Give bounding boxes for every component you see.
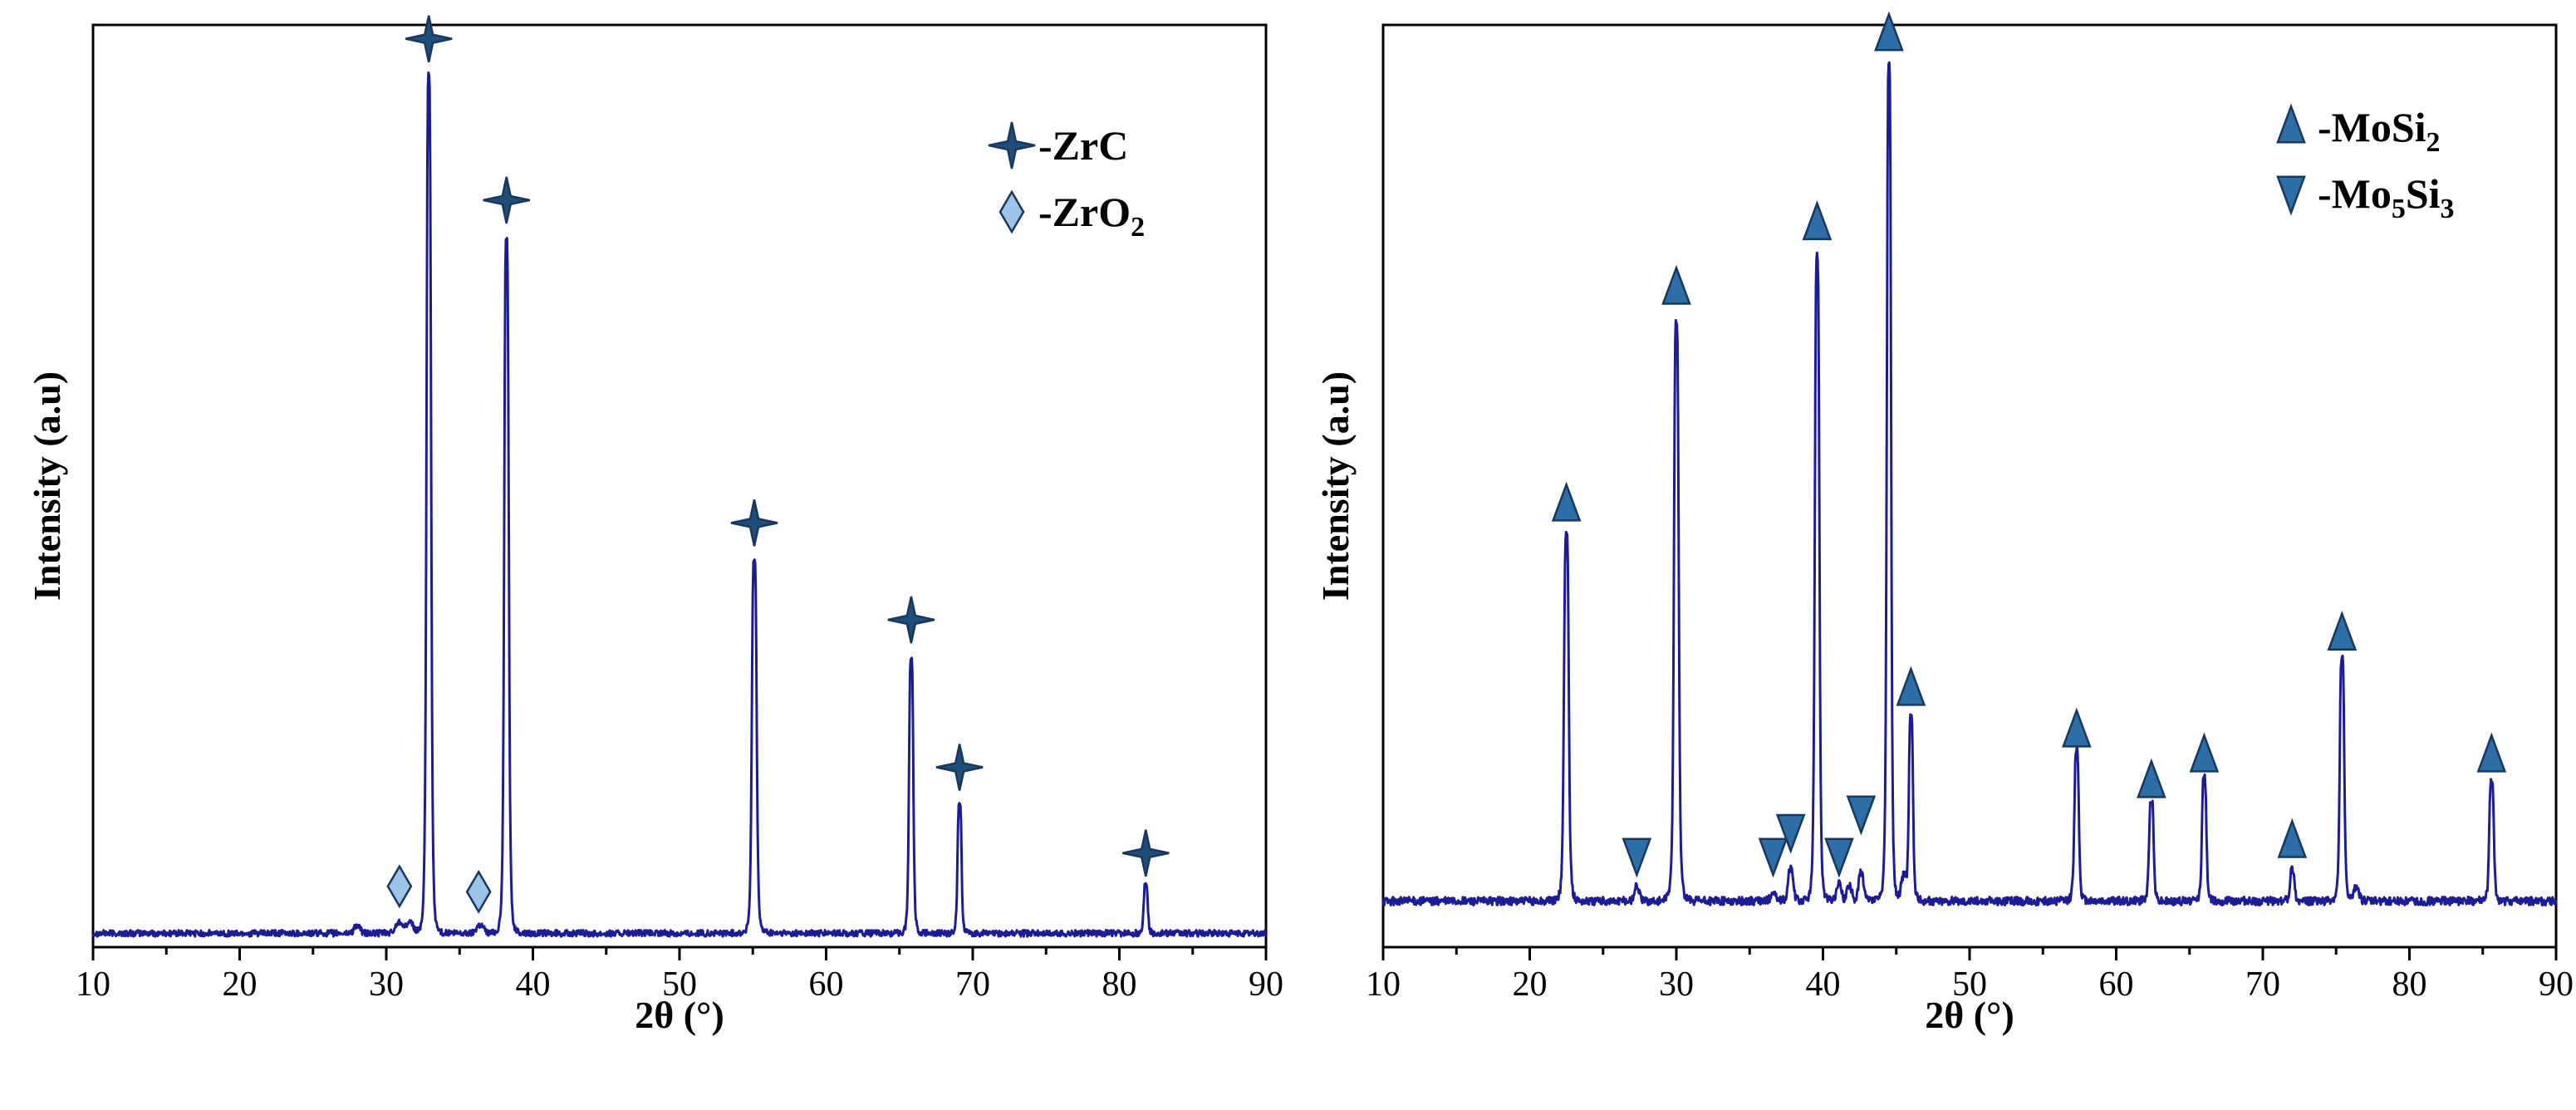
x-tick-label: 40	[1806, 965, 1841, 1004]
legend-triangle-down-icon	[2276, 175, 2306, 216]
left-xrd-trace	[91, 71, 1268, 938]
x-tick-label: 80	[1102, 965, 1137, 1004]
legend-star-icon	[988, 121, 1036, 169]
right-plot-frame	[1381, 23, 2558, 949]
x-tick-label: 40	[516, 965, 551, 1004]
left-x-ticks	[91, 947, 1268, 960]
right-peak-markers	[1551, 11, 2507, 878]
legend-triangle-up-icon	[2276, 103, 2306, 144]
legend-triangle-up-icon	[2276, 103, 2306, 144]
peak-marker-zrc	[405, 15, 453, 62]
peak-marker-zrc	[887, 596, 935, 644]
peak-marker-mo5si3	[1824, 837, 1854, 878]
x-tick-label: 90	[1249, 965, 1283, 1004]
legend-triangle-down-icon	[2276, 175, 2306, 216]
right-legend: -MoSi2 -Mo5Si3	[2276, 103, 2455, 224]
x-tick-label: 90	[2539, 965, 2574, 1004]
x-tick-label: 20	[1513, 965, 1548, 1004]
legend-label-mosi2: -MoSi2	[2318, 104, 2441, 158]
peak-marker-mo5si3	[1622, 837, 1652, 878]
peak-marker-mosi2	[2062, 707, 2092, 748]
left-x-axis-label: 2θ (°)	[635, 994, 724, 1036]
x-tick-label: 50	[1952, 965, 1987, 1004]
peak-marker-zro2	[465, 869, 492, 914]
x-tick-label: 10	[1366, 965, 1401, 1004]
legend-diamond-icon	[999, 189, 1025, 234]
x-tick-label: 50	[662, 965, 697, 1004]
left-x-tick-labels: 10 20 30 40 50 60 70 80 90	[76, 965, 1283, 1004]
peak-marker-mosi2	[2137, 758, 2166, 798]
legend-diamond-icon	[999, 189, 1025, 234]
right-x-axis-label: 2θ (°)	[1925, 994, 2014, 1036]
peak-marker-mosi2	[2277, 818, 2308, 858]
legend-label-zrc: -ZrC	[1038, 122, 1128, 169]
peak-marker-zrc	[1122, 829, 1170, 877]
right-y-axis-label: Intensity (a.u)	[1314, 371, 1357, 601]
peak-marker-zrc	[483, 176, 530, 224]
peak-marker-mosi2	[1874, 11, 1904, 52]
x-tick-label: 30	[1659, 965, 1694, 1004]
peak-marker-mosi2	[1896, 666, 1926, 706]
left-peak-markers	[386, 15, 1170, 914]
x-tick-label: 80	[2392, 965, 2427, 1004]
peak-marker-mosi2	[1661, 264, 1691, 305]
right-xrd-trace	[1381, 61, 2558, 906]
peak-marker-zrc	[730, 499, 778, 547]
peak-marker-mosi2	[1802, 200, 1833, 241]
x-tick-label: 70	[955, 965, 990, 1004]
right-x-ticks	[1381, 947, 2558, 960]
left-legend: -ZrC -ZrO2	[988, 121, 1145, 243]
x-tick-label: 60	[2099, 965, 2134, 1004]
x-tick-label: 20	[223, 965, 258, 1004]
peak-marker-mo5si3	[1846, 795, 1877, 836]
x-tick-label: 70	[2245, 965, 2280, 1004]
peak-marker-zrc	[935, 744, 984, 791]
peak-marker-zro2	[386, 864, 413, 909]
peak-marker-mosi2	[2476, 732, 2507, 773]
right-x-tick-labels: 10 20 30 40 50 60 70 80 90	[1366, 965, 2574, 1004]
peak-marker-mosi2	[2327, 611, 2358, 651]
left-y-axis-label: Intensity (a.u)	[26, 371, 68, 601]
peak-marker-mo5si3	[1775, 813, 1806, 854]
peak-marker-mosi2	[1551, 481, 1582, 522]
x-tick-label: 30	[369, 965, 404, 1004]
right-chart-panel: 10 20 30 40 50 60 70 80 90 2θ (°) Intensity (a.u…	[1314, 11, 2574, 1036]
legend-label-zro2: -ZrO2	[1038, 189, 1145, 243]
left-chart-panel: 10 20 30 40 50 60 70 80 90 2θ (°) Intensity (a.u…	[26, 15, 1283, 1036]
x-tick-label: 60	[809, 965, 844, 1004]
legend-star-icon	[988, 121, 1036, 169]
peak-marker-mo5si3	[1758, 837, 1788, 878]
legend-label-mo5si3: -Mo5Si3	[2318, 170, 2455, 224]
peak-marker-mosi2	[2189, 732, 2220, 773]
x-tick-label: 10	[76, 965, 110, 1004]
